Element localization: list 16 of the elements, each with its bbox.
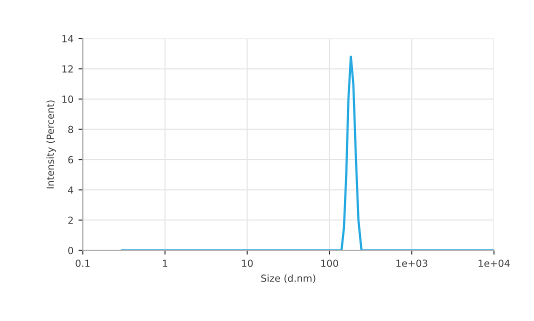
- y-tick-label: 6: [68, 156, 74, 164]
- x-tick-label: 0.1: [76, 260, 90, 267]
- x-tick-label: 100: [321, 260, 338, 267]
- x-tick-label: 1e+04: [478, 260, 510, 267]
- y-tick-label: 14: [62, 35, 74, 42]
- x-tick-label: 1e+03: [396, 260, 428, 267]
- y-tick-label: 12: [62, 65, 73, 72]
- y-tick-label: 4: [68, 186, 74, 194]
- x-tick-label: 1: [162, 260, 168, 267]
- x-tick-label: 10: [242, 260, 253, 267]
- y-tick-label: 2: [68, 216, 73, 224]
- x-axis-title: Size (d.nm): [261, 274, 316, 284]
- y-axis-title: Intensity (Percent): [46, 100, 56, 188]
- y-tick-label: 0: [68, 246, 74, 254]
- y-tick-label: 8: [68, 126, 74, 134]
- y-tick-label: 10: [62, 96, 74, 103]
